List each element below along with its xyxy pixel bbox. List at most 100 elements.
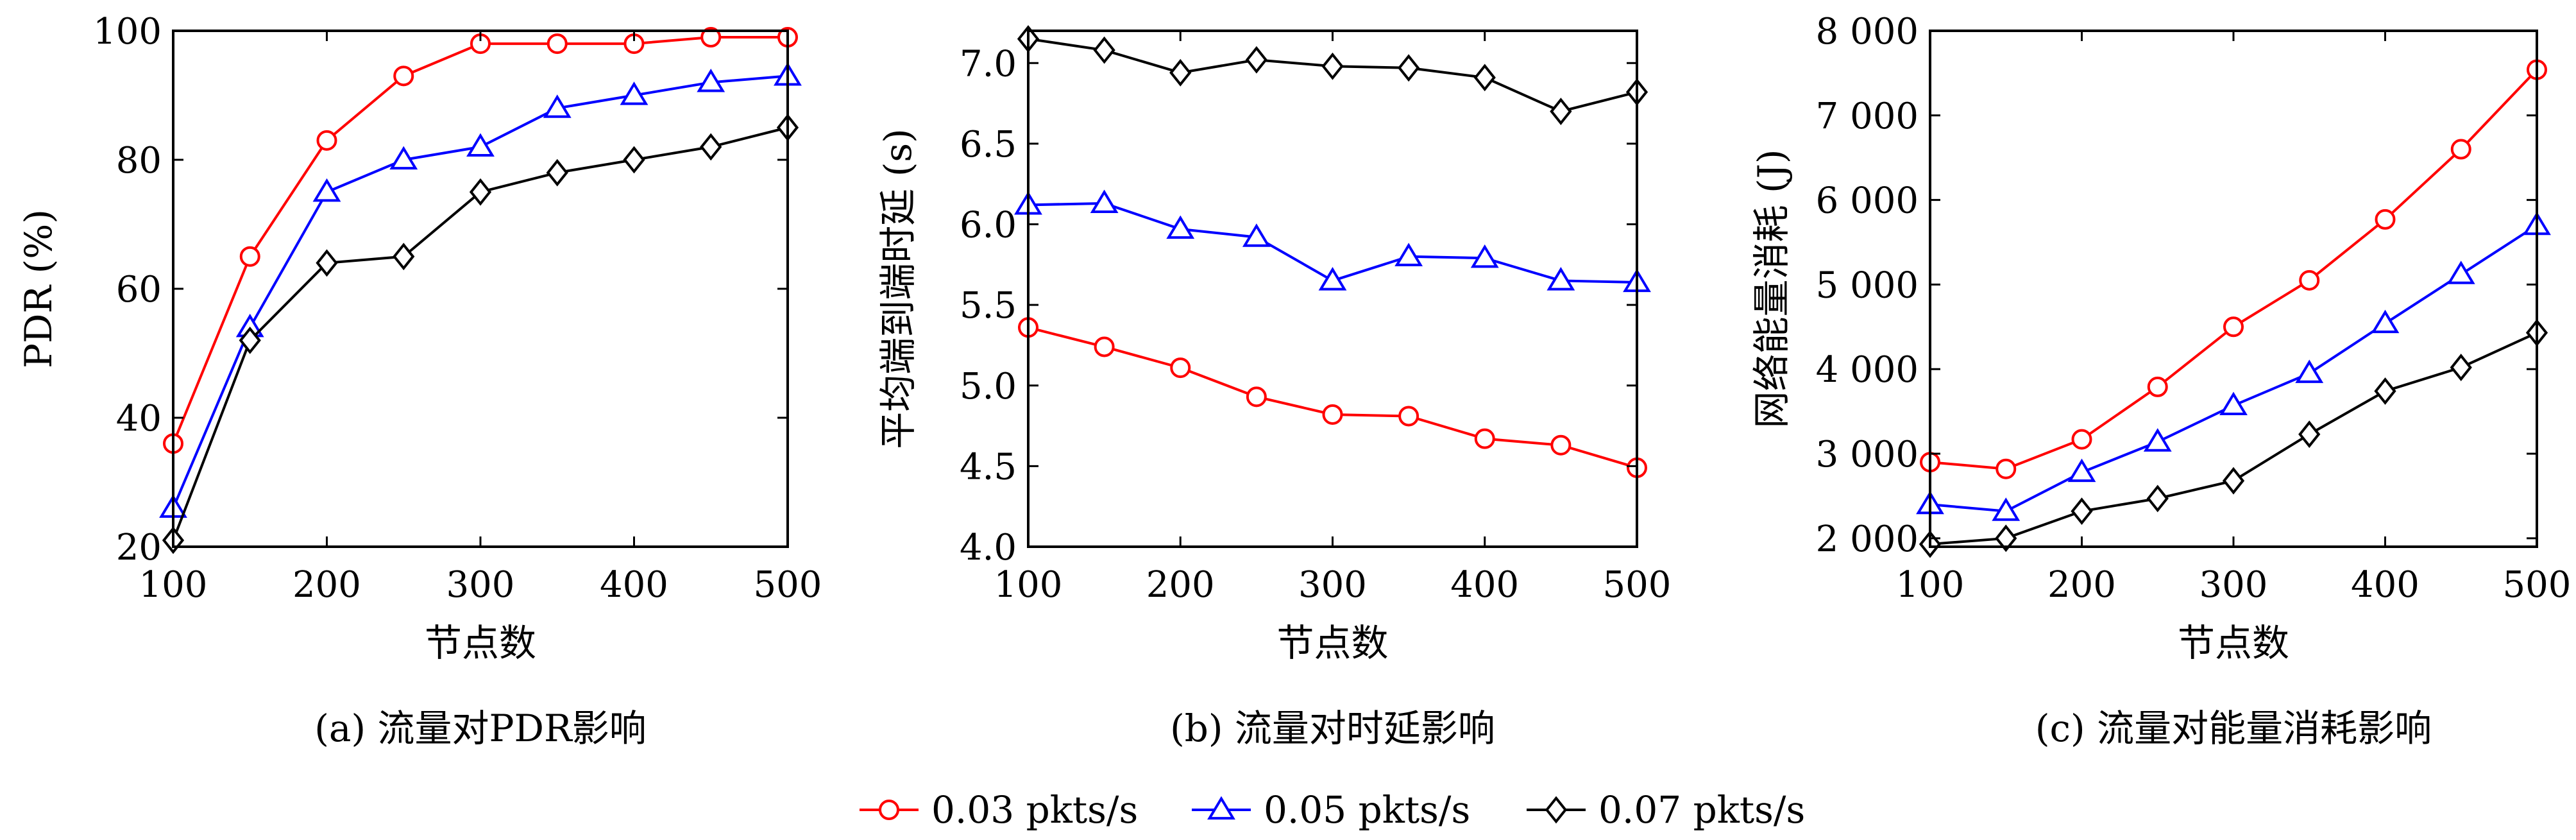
chart-panel-2: 100 200 300 400 500 4.0 4.5 5.0 5.5 6.0 6.5 7.0 节点数 平…: [876, 25, 1672, 750]
legend-item: 0.05 pkts/s: [1192, 788, 1470, 832]
data-point: [2375, 209, 2396, 230]
data-point: [623, 146, 645, 174]
legend-item: 0.03 pkts/s: [860, 788, 1138, 832]
y-tick-label: 100: [93, 11, 162, 53]
x-tick-label: 500: [2503, 564, 2572, 606]
y-tick-label: 6.5: [960, 124, 1017, 166]
y-axis-label: 平均端到端时延 (s): [876, 128, 920, 449]
data-point: [2450, 354, 2472, 381]
data-point: [1398, 54, 1420, 82]
y-tick-label: 3 000: [1816, 434, 1919, 476]
legend-marker-circle: [879, 800, 899, 820]
y-tick-label: 20: [116, 527, 162, 569]
data-point: [316, 130, 337, 151]
x-tick-label: 100: [1896, 564, 1965, 606]
data-point: [1094, 336, 1115, 357]
y-tick-label: 40: [116, 398, 162, 440]
series-line: [172, 36, 788, 444]
data-point: [312, 178, 341, 202]
y-tick-label: 5.5: [960, 285, 1017, 327]
data-point: [547, 33, 568, 55]
data-point: [239, 326, 261, 354]
chart-panel-1: 100 200 300 400 500 20 40 60 80 100 节点数 PDR (%) (a) …: [17, 11, 822, 750]
y-tick-label: 7 000: [1816, 96, 1919, 137]
data-point: [2374, 377, 2396, 405]
data-point: [1550, 434, 1572, 456]
x-tick-label: 500: [1603, 564, 1672, 606]
data-point: [2299, 270, 2320, 291]
data-point: [1322, 404, 1343, 425]
data-point: [2446, 261, 2475, 284]
data-point: [1166, 215, 1195, 239]
data-point: [1550, 98, 1572, 126]
data-point: [1394, 243, 1423, 266]
data-point: [2295, 359, 2324, 383]
data-point: [620, 81, 648, 105]
data-point: [2223, 316, 2244, 338]
subfigure-caption: (b) 流量对时延影响: [1170, 707, 1495, 750]
data-point: [2067, 458, 2096, 483]
x-axis-label: 节点数: [2178, 621, 2289, 665]
y-tick-label: 80: [116, 140, 162, 182]
data-point: [2219, 391, 2248, 416]
series-line: [1929, 331, 2538, 546]
legend: 0.03 pkts/s 0.05 pkts/s 0.07 pkts/s: [860, 788, 1805, 832]
legend-marker-diamond: [1545, 796, 1568, 824]
data-point: [1992, 497, 2021, 521]
data-point: [1546, 267, 1575, 291]
data-point: [316, 249, 338, 277]
x-axis-label: 节点数: [425, 621, 536, 665]
data-point: [239, 246, 260, 267]
data-point: [2071, 429, 2092, 450]
data-point: [393, 65, 414, 87]
data-point: [546, 159, 568, 187]
y-tick-label: 6 000: [1816, 180, 1919, 222]
x-tick-label: 200: [292, 564, 361, 606]
data-point: [2143, 428, 2172, 452]
x-tick-label: 200: [2047, 564, 2116, 606]
data-point: [393, 243, 415, 271]
data-point: [543, 94, 572, 118]
x-axis-label: 节点数: [1276, 621, 1388, 665]
data-point: [1474, 428, 1495, 449]
data-point: [1473, 64, 1496, 92]
data-point: [1398, 406, 1419, 427]
data-point: [700, 133, 722, 161]
data-point: [1090, 189, 1119, 213]
x-tick-label: 300: [2199, 564, 2268, 606]
legend-label: 0.07 pkts/s: [1598, 788, 1805, 832]
x-tick-label: 300: [446, 564, 515, 606]
data-point: [1242, 223, 1271, 247]
data-point: [1321, 52, 1344, 80]
y-tick-label: 5 000: [1816, 264, 1919, 306]
data-point: [2071, 497, 2093, 526]
data-point: [2147, 376, 2168, 397]
y-tick-label: 4.5: [960, 446, 1017, 488]
y-tick-label: 60: [116, 269, 162, 311]
y-tick-label: 8 000: [1816, 11, 1919, 53]
x-tick-label: 200: [1146, 564, 1215, 606]
y-axis-label: 网络能量消耗 (J): [1750, 150, 1793, 429]
data-point: [2298, 420, 2321, 449]
y-tick-label: 5.0: [960, 366, 1017, 407]
data-point: [1245, 46, 1267, 74]
y-tick-label: 6.0: [960, 205, 1017, 246]
x-tick-label: 100: [139, 564, 208, 606]
data-point: [1996, 458, 2017, 479]
legend-label: 0.03 pkts/s: [931, 788, 1138, 832]
y-tick-label: 4 000: [1816, 349, 1919, 391]
x-tick-label: 500: [754, 564, 822, 606]
plot-frame: [172, 30, 789, 548]
x-tick-label: 400: [1450, 564, 1519, 606]
subfigure-caption: (a) 流量对PDR影响: [314, 707, 646, 750]
y-tick-label: 4.0: [960, 527, 1017, 569]
subfigure-caption: (c) 流量对能量消耗影响: [2035, 707, 2432, 750]
chart-panels: 100 200 300 400 500 20 40 60 80 100 节点数 PDR (%) (a) …: [17, 11, 2571, 750]
chart-panel-3: 100 200 300 400 500 2 000 3 000 4 000 5 000 6 000…: [1750, 11, 2571, 750]
legend-item: 0.07 pkts/s: [1527, 788, 1805, 832]
data-point: [697, 69, 725, 92]
data-point: [2450, 139, 2471, 160]
data-point: [1995, 524, 2017, 553]
data-point: [1246, 386, 1267, 407]
